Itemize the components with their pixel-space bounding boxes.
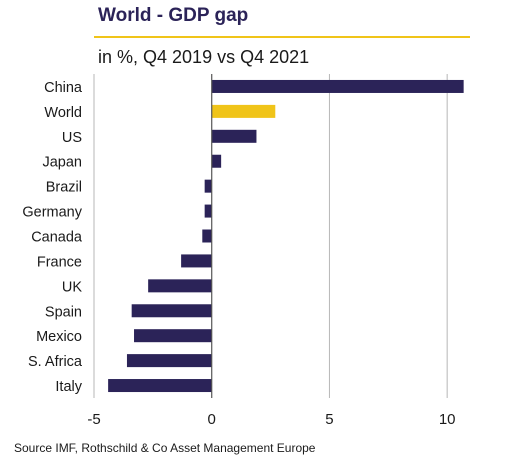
category-label: World (44, 105, 82, 121)
category-label: France (37, 254, 82, 270)
bar-italy (108, 379, 212, 393)
category-label: Canada (31, 230, 83, 246)
category-label: US (62, 130, 82, 146)
x-tick-label: 5 (325, 411, 333, 428)
bar-mexico (134, 329, 212, 343)
bar-spain (131, 304, 212, 318)
bar-brazil (204, 179, 212, 193)
category-label: S. Africa (28, 354, 83, 370)
bar-japan (211, 154, 222, 168)
bar-uk (148, 279, 212, 293)
category-label: Germany (22, 205, 82, 221)
bar-germany (204, 204, 212, 218)
category-label: Italy (55, 379, 82, 395)
bar-canada (202, 229, 212, 243)
category-label: Brazil (46, 180, 82, 196)
x-tick-label: 10 (439, 411, 456, 428)
x-tick-label: -5 (87, 411, 100, 428)
category-label: UK (62, 279, 82, 295)
bar-france (181, 254, 212, 268)
gdp-gap-bar-chart: China World US Japan Brazil Germany Canada Fran… (22, 74, 464, 428)
bar-s-africa (126, 354, 212, 368)
category-label: Spain (45, 304, 82, 320)
category-label: Mexico (36, 329, 82, 345)
category-label: China (44, 80, 83, 96)
title-underline (94, 36, 470, 38)
bar-us (211, 129, 257, 143)
bar-china (211, 79, 464, 93)
bar-world (211, 104, 276, 118)
x-tick-label: 0 (208, 411, 216, 428)
chart-title: World - GDP gap (98, 5, 249, 26)
category-label: Japan (42, 155, 82, 171)
chart-subtitle: in %, Q4 2019 vs Q4 2021 (98, 47, 310, 67)
source-note: Source IMF, Rothschild & Co Asset Manage… (14, 441, 316, 455)
